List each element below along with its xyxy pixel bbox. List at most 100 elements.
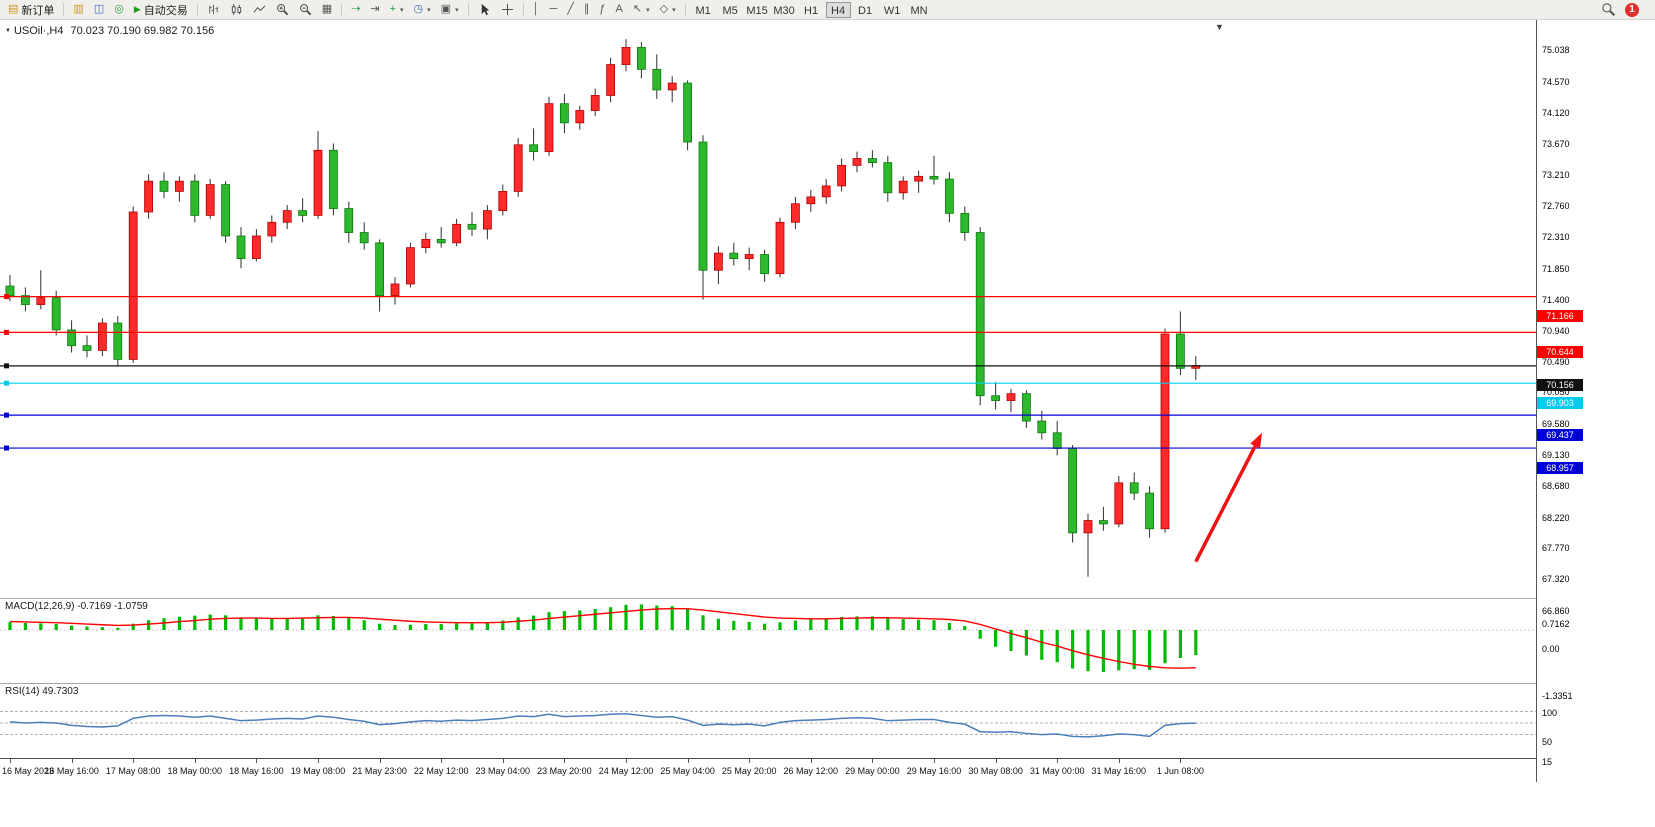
time-tick [810, 759, 812, 763]
macd-signal-line [9, 607, 1196, 669]
timeframe-w1-button[interactable]: W1 [880, 2, 905, 18]
price-tick: 68.220 [1542, 512, 1570, 523]
candle [313, 149, 323, 216]
new-chart-icon: + [389, 3, 397, 15]
time-label: 25 May 20:00 [721, 766, 777, 776]
zoom-in-button[interactable] [272, 1, 293, 18]
timeframe-m15-button[interactable]: M15 [745, 2, 770, 18]
crosshair-button[interactable] [497, 1, 518, 18]
time-tick [10, 759, 11, 763]
candle [1052, 432, 1062, 449]
toolbar-separator [63, 3, 65, 16]
price-tick: 75.038 [1542, 45, 1570, 56]
time-label: 24 May 12:00 [598, 766, 654, 776]
candle [174, 180, 184, 192]
price-line-badge: 68.957 [1537, 461, 1583, 474]
rsi-panel-canvas[interactable] [0, 684, 1536, 758]
candle [791, 203, 800, 223]
timeframe-m5-button[interactable]: M5 [718, 2, 743, 18]
candle [82, 345, 92, 351]
auto-scroll-icon: ⇢ [351, 3, 361, 15]
candlestick-chart-button[interactable] [226, 1, 247, 18]
chart-shift-marker-icon[interactable]: ▼ [1215, 22, 1224, 32]
candle [1145, 492, 1154, 530]
line-endpoint-marker[interactable] [4, 294, 9, 300]
time-label: 25 May 04:00 [660, 766, 715, 776]
arrow-annotation-head[interactable] [1250, 432, 1263, 449]
arrow-tool-button[interactable]: ↖ ▾ [629, 1, 654, 18]
line-endpoint-marker[interactable] [4, 412, 9, 418]
zoom-out-button[interactable] [295, 1, 316, 18]
new-chart-button[interactable]: + ▾ [386, 1, 408, 18]
channel-button[interactable]: ∥ [580, 1, 594, 18]
new-order-button[interactable]: ▤ 新订单 [4, 1, 58, 18]
trendline-button[interactable]: ╱ [563, 1, 578, 18]
price-tick: 67.770 [1542, 543, 1570, 554]
timeframe-mn-button[interactable]: MN [907, 2, 932, 18]
candle [806, 196, 816, 205]
market-watch-button[interactable]: ▥ [69, 1, 87, 18]
macd-panel-canvas[interactable] [0, 599, 1536, 683]
time-tick [318, 759, 319, 763]
horizontal-line-button[interactable]: ─ [545, 1, 561, 18]
fibonacci-button[interactable]: ƒ [595, 1, 609, 18]
candle [144, 180, 154, 213]
autotrade-button[interactable]: ▶ 自动交易 [130, 1, 192, 18]
line-endpoint-marker[interactable] [4, 329, 9, 335]
candle [991, 395, 1000, 401]
line-endpoint-marker[interactable] [4, 380, 9, 386]
candle [251, 235, 261, 260]
candle [452, 223, 462, 244]
candle [1068, 448, 1077, 534]
panel-splitter[interactable] [0, 683, 1536, 684]
bar-chart-button[interactable] [203, 1, 224, 18]
arrow-annotation[interactable] [1194, 445, 1257, 563]
timeframe-m1-button[interactable]: M1 [691, 2, 716, 18]
template-button[interactable]: ▣ ▾ [437, 1, 463, 18]
search-icon[interactable] [1601, 2, 1616, 17]
candle [744, 254, 754, 260]
timeframe-m30-button[interactable]: M30 [772, 2, 797, 18]
text-tool-button[interactable]: A [612, 1, 627, 18]
candle [868, 158, 877, 164]
candle [698, 141, 708, 271]
period-button[interactable]: ◷ ▾ [410, 1, 435, 18]
timeframe-d1-button[interactable]: D1 [853, 2, 878, 18]
candle [375, 242, 385, 297]
candle [36, 297, 46, 305]
price-tick: 70.050 [1542, 387, 1570, 398]
price-tick: 70.940 [1542, 326, 1570, 337]
time-label: 31 May 00:00 [1029, 766, 1085, 776]
time-tick [626, 759, 627, 763]
price-axis[interactable]: 75.038 74.570 74.120 73.670 73.210 72.760 72.3… [1536, 20, 1655, 782]
macd-axis-tick: 0.00 [1542, 644, 1560, 654]
data-window-button[interactable]: ◫ [90, 1, 108, 18]
rsi-name: RSI(14) [5, 686, 40, 697]
line-chart-button[interactable] [249, 1, 270, 18]
time-tick [502, 759, 504, 763]
timeframe-h1-button[interactable]: H1 [799, 2, 824, 18]
candle [113, 322, 123, 360]
toolbar-separator [684, 3, 686, 16]
navigator-icon: ◎ [114, 3, 124, 15]
candle [128, 211, 138, 360]
line-endpoint-marker[interactable] [4, 363, 9, 369]
candle [1160, 333, 1170, 530]
time-tick [194, 759, 196, 763]
auto-scroll-button[interactable]: ⇢ [347, 1, 364, 18]
candle [883, 162, 893, 194]
shapes-button[interactable]: ◇ ▾ [656, 1, 680, 18]
notification-badge[interactable]: 1 [1625, 2, 1639, 17]
main-chart-canvas[interactable] [0, 20, 1536, 598]
cursor-button[interactable] [474, 1, 495, 18]
chart-shift-button[interactable]: ⇥ [366, 1, 383, 18]
time-tick [687, 759, 689, 763]
timeframe-h4-button[interactable]: H4 [825, 1, 851, 18]
navigator-button[interactable]: ◎ [110, 1, 128, 18]
time-axis[interactable]: 16 May 2023 16 May 16:00 17 May 08:00 18 Ma… [0, 758, 1536, 783]
time-label: 1 Jun 08:00 [1156, 766, 1204, 776]
tile-windows-button[interactable]: ▦ [318, 1, 336, 18]
line-endpoint-marker[interactable] [4, 445, 9, 451]
vertical-line-button[interactable]: │ [529, 1, 544, 18]
panel-splitter[interactable] [0, 598, 1536, 599]
